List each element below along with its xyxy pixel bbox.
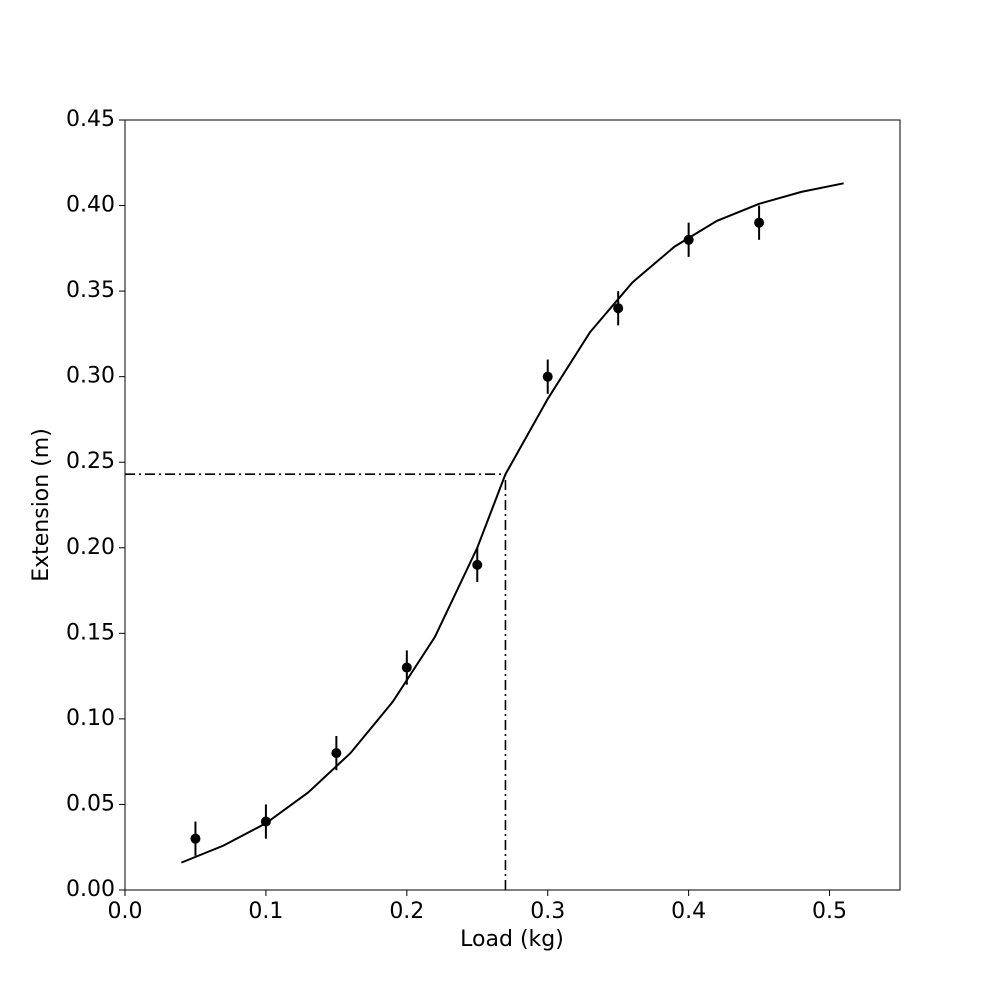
fit-line (180, 182, 844, 864)
x-tick-label: 0.4 (671, 899, 706, 924)
data-point (190, 833, 201, 844)
x-tick-label: 0.1 (248, 899, 283, 924)
data-point (754, 217, 765, 228)
data-point (683, 234, 694, 245)
x-tick-label: 0.5 (812, 899, 847, 924)
data-point (472, 559, 483, 570)
y-tick-label: 0.40 (66, 193, 115, 218)
data-point (401, 662, 412, 673)
y-tick-label: 0.20 (66, 535, 115, 560)
y-tick-label: 0.35 (66, 278, 115, 303)
y-tick-label: 0.05 (66, 791, 115, 816)
y-axis-label: Extension (m) (29, 428, 54, 582)
data-point (613, 303, 624, 314)
data-point (331, 748, 342, 759)
data-point (260, 816, 271, 827)
x-axis-label: Load (kg) (460, 927, 564, 952)
y-tick-label: 0.10 (66, 706, 115, 731)
y-tick-label: 0.30 (66, 364, 115, 389)
x-tick-label: 0.0 (108, 899, 143, 924)
y-tick-label: 0.45 (66, 107, 115, 132)
data-point (542, 371, 553, 382)
x-tick-label: 0.3 (530, 899, 565, 924)
y-tick-label: 0.15 (66, 620, 115, 645)
y-tick-label: 0.25 (66, 449, 115, 474)
y-tick-label: 0.00 (66, 877, 115, 902)
x-tick-label: 0.2 (389, 899, 424, 924)
plot-frame (124, 119, 901, 891)
